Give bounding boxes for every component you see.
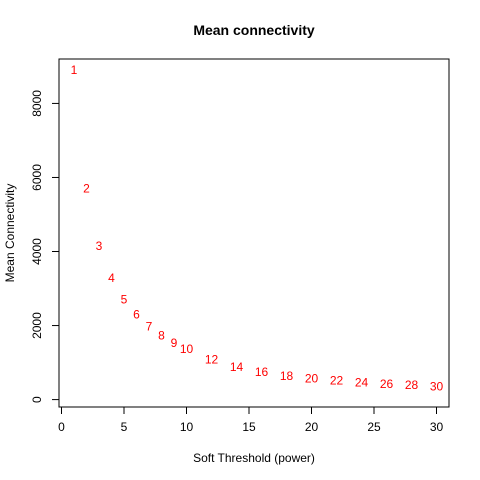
- point-label-14: 14: [230, 360, 244, 374]
- point-label-28: 28: [405, 378, 419, 392]
- point-label-6: 6: [133, 307, 140, 321]
- point-label-12: 12: [205, 353, 219, 367]
- x-axis: 0 5 10 15 20 25 30: [58, 406, 444, 434]
- point-label-16: 16: [255, 365, 269, 379]
- y-tick-label: 0: [30, 396, 44, 403]
- x-tick-label: 25: [367, 420, 381, 434]
- chart-title: Mean connectivity: [193, 22, 315, 38]
- y-tick-label: 2000: [30, 312, 44, 339]
- point-label-5: 5: [121, 293, 128, 307]
- y-axis-label: Mean Connectivity: [3, 184, 17, 283]
- y-tick-label: 4000: [30, 238, 44, 265]
- point-label-4: 4: [108, 271, 115, 285]
- x-tick-label: 5: [121, 420, 128, 434]
- point-label-10: 10: [180, 342, 194, 356]
- point-label-8: 8: [158, 329, 165, 343]
- point-label-3: 3: [96, 239, 103, 253]
- x-axis-label: Soft Threshold (power): [193, 451, 315, 465]
- point-label-20: 20: [305, 371, 319, 385]
- point-label-30: 30: [430, 379, 444, 393]
- point-label-1: 1: [71, 63, 78, 77]
- point-label-26: 26: [380, 377, 394, 391]
- point-label-18: 18: [280, 369, 294, 383]
- point-label-22: 22: [330, 374, 344, 388]
- point-label-2: 2: [83, 182, 90, 196]
- y-tick-label: 6000: [30, 164, 44, 191]
- y-tick-label: 8000: [30, 90, 44, 117]
- point-label-9: 9: [171, 336, 178, 350]
- x-tick-label: 15: [242, 420, 256, 434]
- x-tick-label: 20: [305, 420, 319, 434]
- x-tick-label: 10: [180, 420, 194, 434]
- x-tick-label: 0: [58, 420, 65, 434]
- point-label-24: 24: [355, 376, 369, 390]
- y-axis: 0 2000 4000 6000 8000: [30, 90, 60, 403]
- point-label-7: 7: [146, 319, 153, 333]
- x-tick-label: 30: [430, 420, 444, 434]
